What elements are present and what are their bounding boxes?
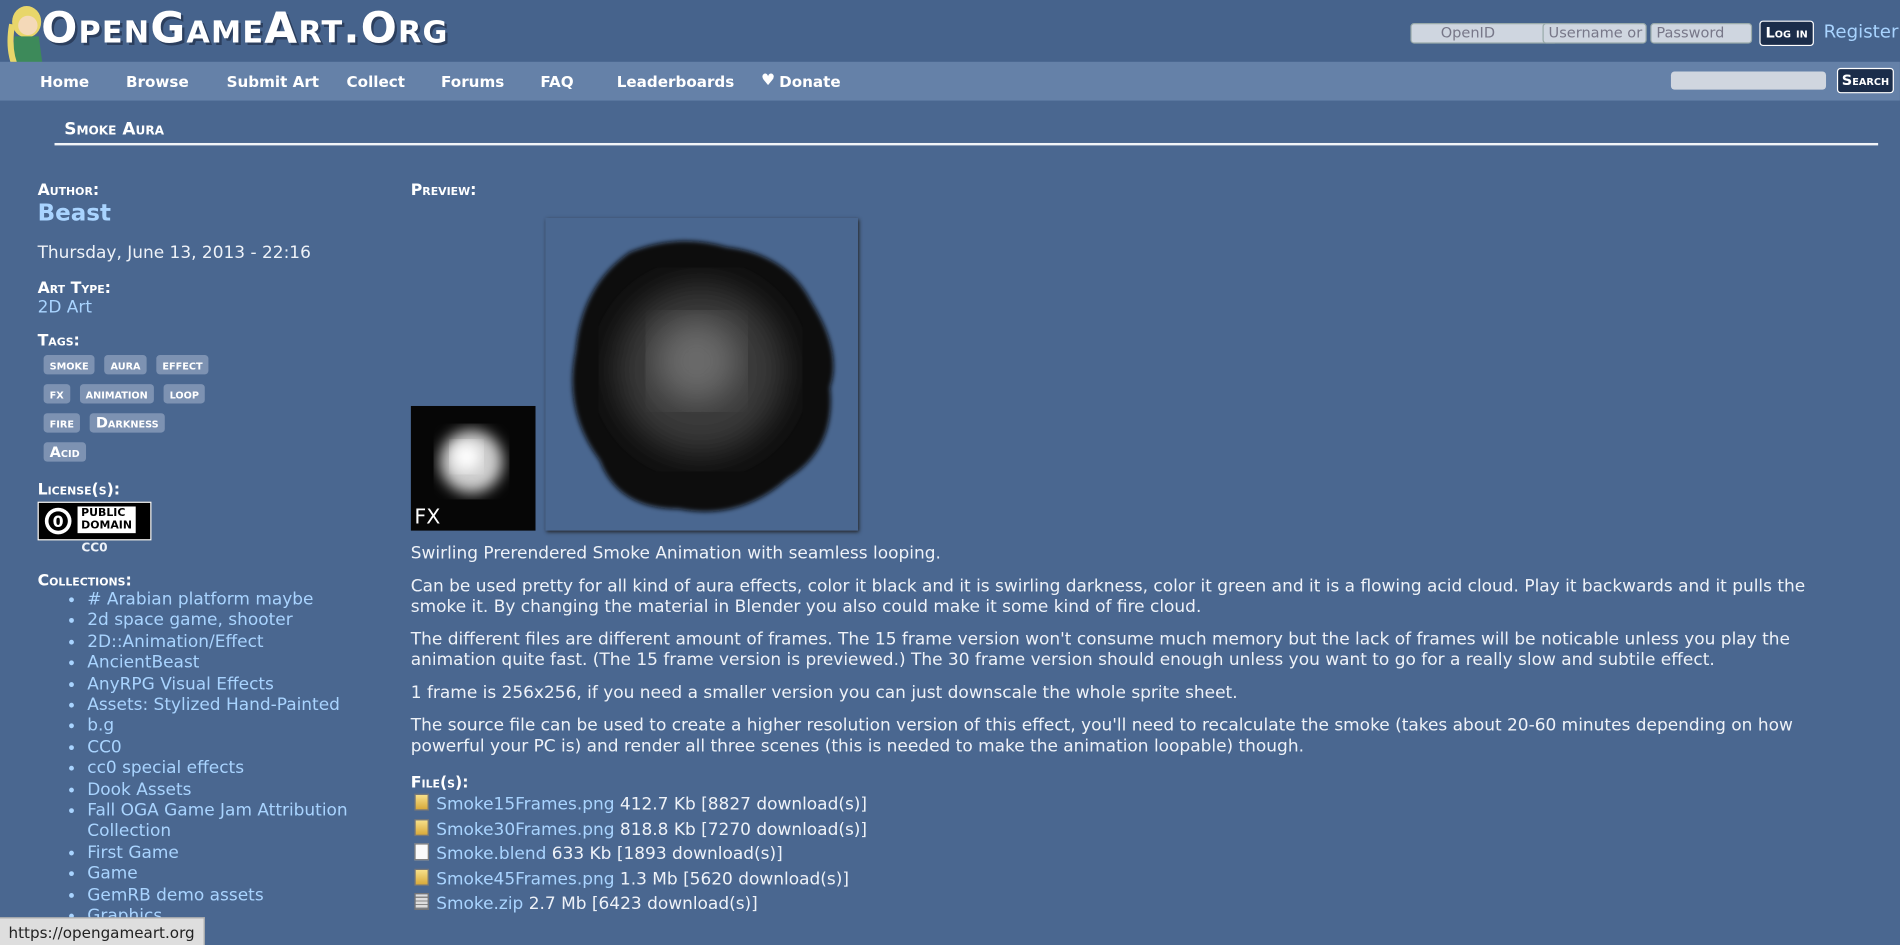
file-row: Smoke15Frames.png 412.7 Kb [8827 downloa…: [411, 792, 1865, 817]
nav-bar: Search Home Browse Submit Art Collect Forums…: [0, 61, 1900, 101]
tag[interactable]: smoke: [43, 355, 95, 375]
tag[interactable]: aura: [104, 355, 147, 375]
heart-icon: ♥: [760, 71, 776, 90]
nav-item[interactable]: FAQ: [540, 72, 574, 91]
file-row: Smoke.zip 2.7 Mb [6423 download(s)]: [411, 892, 1865, 917]
collection-link[interactable]: b.g: [87, 717, 389, 738]
file-icon: [414, 893, 429, 910]
tag[interactable]: fx: [43, 384, 70, 404]
nav-item[interactable]: Submit Art: [226, 72, 320, 91]
login-button[interactable]: Log in: [1759, 20, 1814, 47]
art-type-label: Art Type:: [37, 279, 111, 299]
file-info: 818.8 Kb [7270 download(s)]: [619, 819, 868, 840]
collection-link[interactable]: GemRB demo assets: [87, 885, 389, 906]
file-icon: [414, 843, 429, 861]
search-button[interactable]: Search: [1836, 67, 1894, 94]
file-row: Smoke.blend 633 Kb [1893 download(s)]: [411, 842, 1865, 867]
register-link[interactable]: Register: [1823, 20, 1899, 43]
logo[interactable]: OpenGameArt.Org: [41, 4, 449, 54]
file-info: 633 Kb [1893 download(s)]: [551, 844, 783, 864]
svg-text:0: 0: [53, 512, 64, 531]
password-input[interactable]: Password: [1650, 23, 1753, 44]
tag[interactable]: loop: [163, 384, 206, 404]
nav-item[interactable]: Home: [39, 72, 90, 91]
tag[interactable]: Acid: [43, 442, 86, 462]
collection-list: # Arabian platform maybe2d space game, s…: [38, 590, 389, 927]
description: Swirling Prerendered Smoke Animation wit…: [411, 544, 1865, 757]
file-icon: [414, 818, 429, 836]
badge-line: PUBLIC: [81, 507, 126, 520]
tags-label: Tags:: [37, 332, 80, 351]
nav-item[interactable]: Donate: [779, 72, 841, 91]
paragraph: The source file can be used to create a …: [410, 716, 1793, 757]
license-name: CC0: [81, 541, 108, 555]
status-bar: https://opengameart.org: [0, 917, 205, 945]
collection-link[interactable]: AnyRPG Visual Effects: [87, 674, 389, 695]
collections-label: Collections:: [37, 571, 132, 591]
nav-item[interactable]: Leaderboards: [616, 72, 735, 91]
collection-link[interactable]: 2d space game, shooter: [87, 611, 389, 632]
file-link[interactable]: Smoke30Frames.png: [436, 819, 615, 840]
tag[interactable]: animation: [79, 384, 154, 404]
file-icon: [414, 793, 429, 811]
paragraph: Swirling Prerendered Smoke Animation wit…: [410, 544, 941, 564]
content: Preview: FX Swirling Prerendered Smoke A…: [410, 181, 1865, 917]
sidebar: Author: Beast Thursday, June 13, 2013 - …: [37, 181, 389, 928]
file-info: 412.7 Kb [8827 download(s)]: [619, 794, 868, 815]
license-badge[interactable]: 0 PUBLIC DOMAIN: [37, 501, 152, 541]
author-label: Author:: [37, 181, 100, 200]
file-row: Smoke45Frames.png 1.3 Mb [5620 download(…: [411, 867, 1865, 892]
tag[interactable]: fire: [43, 413, 81, 433]
file-link[interactable]: Smoke.zip: [436, 894, 524, 914]
paragraph: The different files are different amount…: [410, 630, 1790, 671]
page-title: Smoke Aura: [64, 119, 165, 140]
collection-link[interactable]: cc0 special effects: [87, 759, 389, 780]
collection-link[interactable]: AncientBeast: [87, 653, 389, 674]
collection-link[interactable]: # Arabian platform maybe: [87, 590, 389, 611]
preview-label: Preview:: [410, 181, 477, 200]
openid-input[interactable]: OpenID: [1410, 23, 1559, 44]
collection-link[interactable]: First Game: [87, 843, 389, 864]
file-link[interactable]: Smoke15Frames.png: [436, 794, 615, 815]
files-label: File(s):: [410, 774, 469, 793]
file-icon: [414, 868, 429, 886]
top-bar: OpenGameArt.Org OpenID Username or Passw…: [0, 0, 1900, 73]
title-rule: [54, 142, 1879, 146]
file-info: 1.3 Mb [5620 download(s)]: [619, 869, 849, 889]
collection-link[interactable]: Game: [87, 864, 389, 885]
preview-image: [545, 218, 858, 531]
file-info: 2.7 Mb [6423 download(s)]: [528, 894, 758, 914]
file-list: Smoke15Frames.png 412.7 Kb [8827 downloa…: [411, 792, 1865, 916]
tag[interactable]: effect: [156, 355, 209, 375]
author-link[interactable]: Beast: [37, 199, 111, 227]
nav-item[interactable]: Forums: [441, 72, 505, 91]
file-link[interactable]: Smoke45Frames.png: [436, 869, 615, 889]
search-input[interactable]: [1670, 71, 1827, 90]
paragraph: 1 frame is 256x256, if you need a smalle…: [410, 683, 1238, 703]
tag-list: smoke aura effect fx animation loop fire Darkne…: [38, 350, 220, 466]
nav-item[interactable]: Browse: [126, 72, 189, 91]
badge-icon: 0: [44, 507, 72, 535]
preview-area: FX: [410, 200, 1865, 544]
collection-link[interactable]: CC0: [87, 738, 389, 759]
file-link[interactable]: Smoke.blend: [436, 844, 547, 864]
thumbnail[interactable]: FX: [410, 405, 536, 531]
collection-link[interactable]: 2D::Animation/Effect: [87, 632, 389, 653]
collection-link[interactable]: Dook Assets: [87, 780, 389, 801]
paragraph: Can be used pretty for all kind of aura …: [410, 576, 1806, 617]
license-label: License(s):: [37, 481, 121, 500]
tag[interactable]: Darkness: [89, 413, 165, 433]
badge-line: DOMAIN: [81, 519, 132, 532]
username-input[interactable]: Username or: [1542, 23, 1647, 44]
collection-link[interactable]: Assets: Stylized Hand-Painted: [87, 696, 389, 717]
collection-link[interactable]: Fall OGA Game Jam Attribution Collection: [87, 801, 389, 843]
thumbnail-label: FX: [414, 504, 440, 528]
date: Thursday, June 13, 2013 - 22:16: [37, 243, 311, 263]
nav-item[interactable]: Collect: [346, 72, 405, 91]
file-row: Smoke30Frames.png 818.8 Kb [7270 downloa…: [411, 817, 1865, 842]
art-type-link[interactable]: 2D Art: [37, 298, 93, 318]
